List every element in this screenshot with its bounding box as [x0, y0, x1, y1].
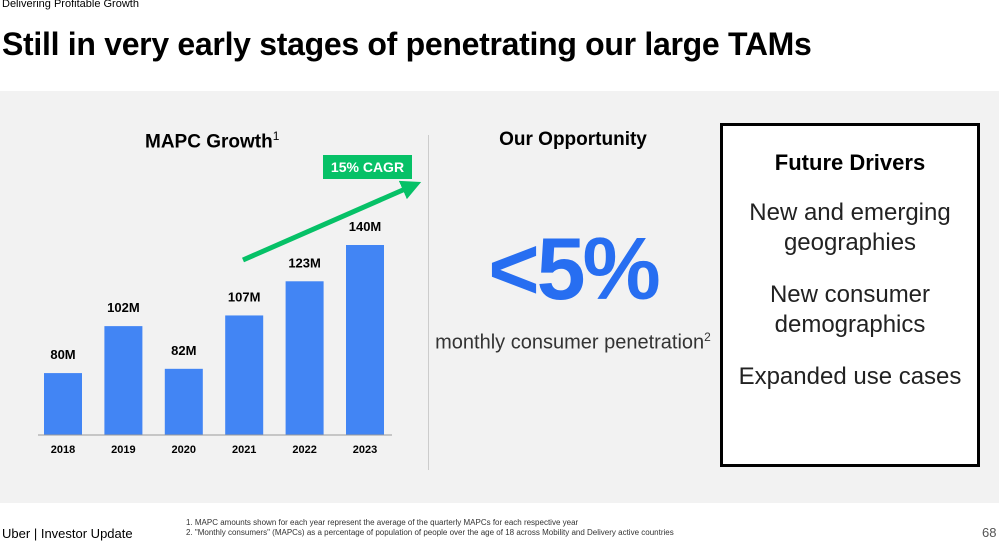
bar-2018: [44, 373, 82, 435]
data-label: 107M: [228, 289, 261, 304]
penetration-label: monthly consumer penetration2: [430, 325, 716, 356]
data-label: 80M: [50, 347, 75, 362]
data-label: 123M: [288, 255, 321, 270]
data-label: 140M: [349, 219, 382, 234]
chart-title-text: MAPC Growth: [145, 131, 273, 153]
x-tick-label: 2018: [51, 444, 75, 456]
bar-2019: [104, 326, 143, 435]
brand-name: Uber: [2, 526, 31, 541]
x-tick-label: 2020: [172, 444, 196, 456]
bar-2023: [346, 245, 384, 435]
kicker: Delivering Profitable Growth: [2, 0, 139, 10]
data-label: 82M: [171, 343, 196, 358]
bar-2020: [164, 368, 203, 435]
bar-chart: 80M 2018 102M 2019 82M 2020 107M 2021 123M 2022 14…: [38, 180, 422, 456]
divider: [428, 135, 429, 470]
x-tick-label: 2019: [111, 444, 135, 456]
page-number: 68: [982, 525, 997, 540]
drivers-title: Future Drivers: [774, 150, 926, 175]
data-label: 102M: [107, 300, 140, 315]
driver-item: New and emerging geographies: [749, 199, 951, 256]
bar-2021: [225, 315, 264, 435]
growth-arrow-icon: [241, 180, 422, 263]
penetration-label-text: monthly consumer penetration: [435, 331, 705, 354]
footnote-1: 1. MAPC amounts shown for each year repr…: [186, 518, 579, 527]
bar-2022: [285, 281, 324, 435]
footnote-ref: 2: [704, 330, 711, 344]
opportunity-title: Our Opportunity: [499, 129, 647, 150]
x-tick-label: 2022: [292, 444, 316, 456]
footnotes: 1. MAPC amounts shown for each year repr…: [186, 518, 674, 538]
product-name: Investor Update: [40, 526, 133, 541]
footer-brand: Uber | Investor Update: [2, 526, 133, 541]
footnote-2: 2. "Monthly consumers" (MAPCs) as a perc…: [186, 528, 674, 537]
separator: |: [33, 526, 38, 541]
x-tick-label: 2021: [232, 444, 256, 456]
footnote-ref: 1: [272, 129, 280, 143]
future-drivers-box: Future Drivers New and emerging geograph…: [720, 123, 980, 467]
chart-title: MAPC Growth1: [145, 129, 279, 153]
driver-item: Expanded use cases: [738, 363, 962, 390]
cagr-badge: 15% CAGR: [323, 155, 412, 179]
driver-item: New consumer demographics: [769, 281, 931, 338]
page-title: Still in very early stages of penetratin…: [2, 26, 812, 62]
penetration-value: <5%: [488, 219, 661, 318]
x-tick-label: 2023: [353, 444, 377, 456]
